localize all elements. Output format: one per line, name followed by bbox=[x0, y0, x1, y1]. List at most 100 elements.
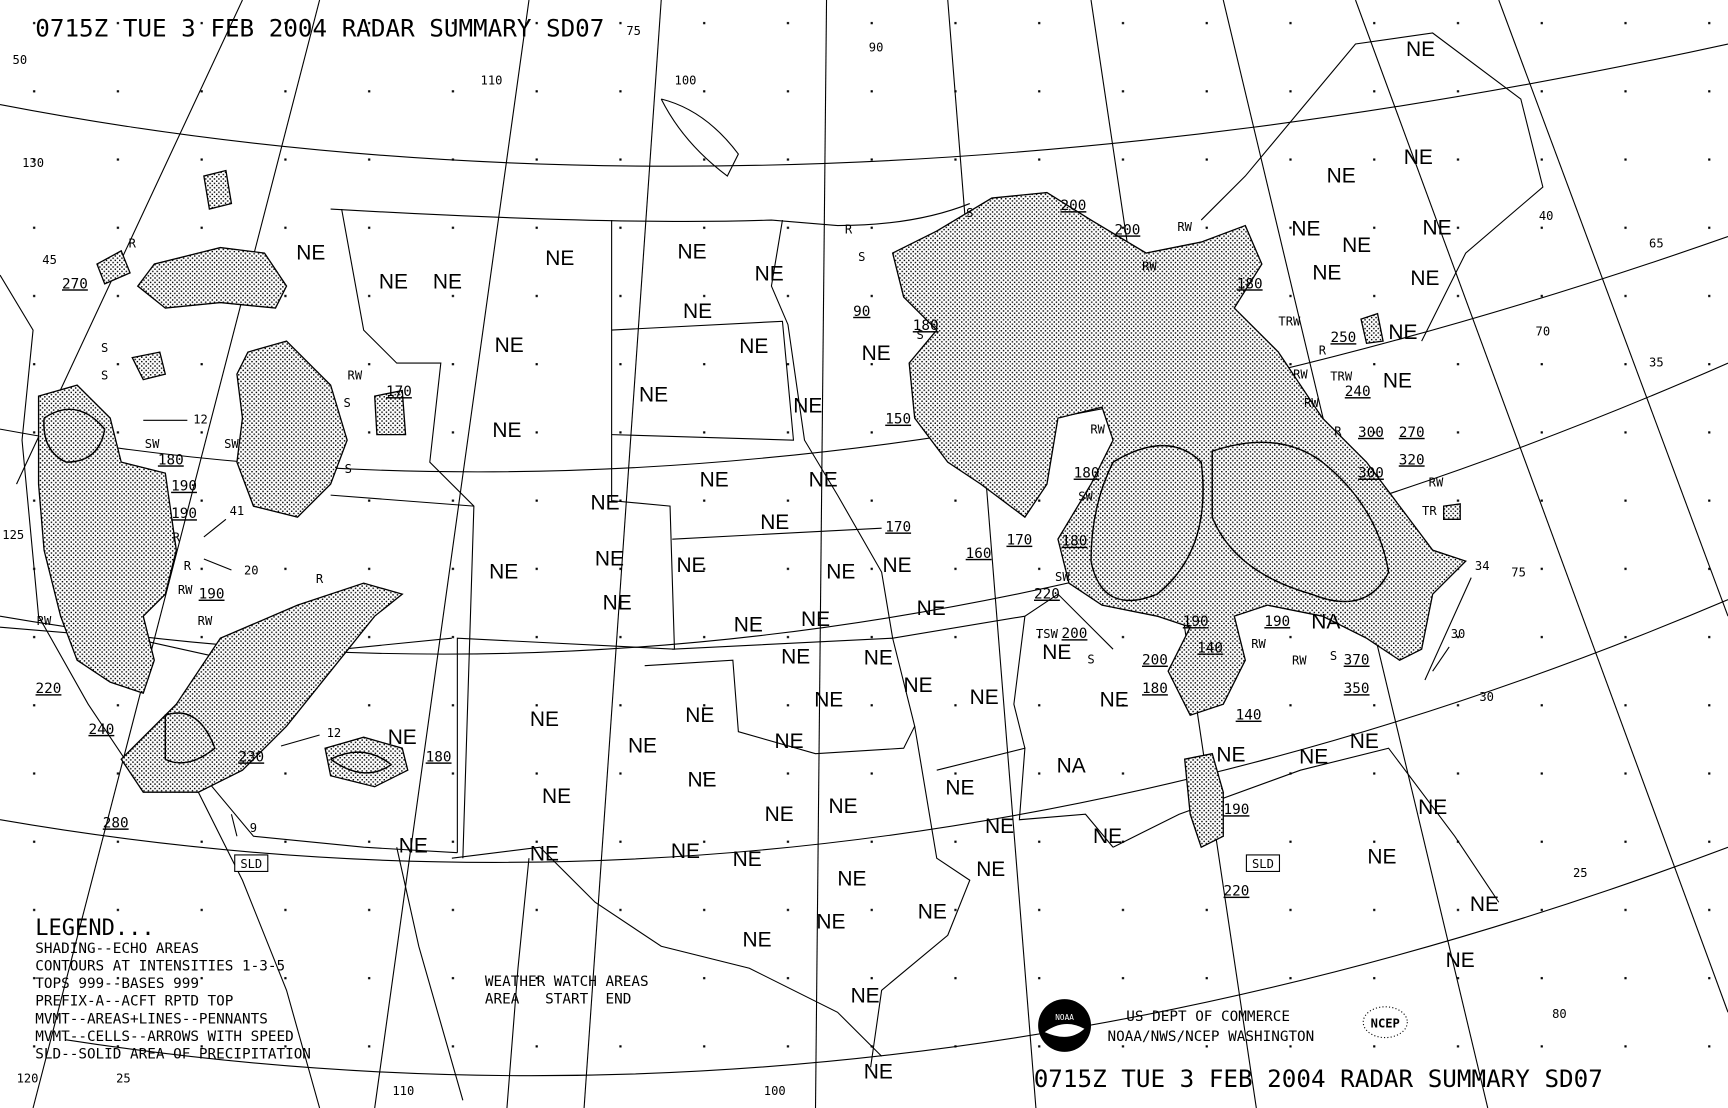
grid-coordinate-label: 100 bbox=[675, 74, 697, 88]
echo-top-label: 200 bbox=[1142, 653, 1168, 669]
area-label: NE bbox=[1404, 146, 1433, 169]
cell-speed-label: 34 bbox=[1475, 559, 1490, 573]
area-label: NE bbox=[816, 911, 845, 934]
precip-type-label: S bbox=[966, 206, 973, 220]
noaa-logo-text: NOAA bbox=[1055, 1013, 1074, 1022]
area-label: NE bbox=[685, 704, 714, 727]
area-label: NE bbox=[433, 270, 462, 293]
grid-coordinate-label: 70 bbox=[1536, 325, 1551, 339]
grid-coordinate-label: 25 bbox=[1573, 866, 1588, 880]
precip-type-label: SW bbox=[145, 437, 160, 451]
movement-arrow bbox=[1432, 646, 1450, 672]
cell-speed-label: 41 bbox=[230, 504, 245, 518]
legend-line: SHADING--ECHO AREAS bbox=[35, 941, 199, 957]
area-label: NE bbox=[1093, 825, 1122, 848]
echo-top-label: 160 bbox=[966, 546, 992, 562]
area-label: NE bbox=[1216, 743, 1245, 766]
precip-type-label: S bbox=[1087, 652, 1094, 666]
area-label: NE bbox=[814, 688, 843, 711]
area-label: NE bbox=[1312, 261, 1341, 284]
area-label: NE bbox=[976, 858, 1005, 881]
area-label: NE bbox=[687, 769, 716, 792]
grid-coordinate-label: 75 bbox=[626, 24, 641, 38]
precip-type-label: S bbox=[101, 369, 108, 383]
grid-coordinate-label: 100 bbox=[764, 1084, 786, 1098]
area-label: NE bbox=[1367, 846, 1396, 869]
grid-coordinate-label: 75 bbox=[1511, 566, 1526, 580]
area-label: NE bbox=[809, 468, 838, 491]
echo-top-label: 180 bbox=[1074, 466, 1100, 482]
area-label: NE bbox=[1383, 369, 1412, 392]
political-borders bbox=[0, 32, 1544, 1108]
credits: NOAA US DEPT OF COMMERCE NOAA/NWS/NCEP W… bbox=[1038, 999, 1408, 1052]
precip-type-label: RW bbox=[1090, 423, 1105, 437]
precip-type-label: RW bbox=[178, 583, 193, 597]
echo-top-label: 140 bbox=[1236, 708, 1262, 724]
precip-type-label: R bbox=[173, 530, 181, 544]
precip-type-label: RW bbox=[1251, 637, 1266, 651]
echo-top-label: 230 bbox=[238, 749, 264, 765]
legend-heading: LEGEND... bbox=[35, 916, 154, 941]
area-label: NE bbox=[760, 511, 789, 534]
area-label: NE bbox=[829, 795, 858, 818]
area-label: NE bbox=[1388, 321, 1417, 344]
cell-speed-label: 12 bbox=[193, 413, 208, 427]
echo-areas bbox=[37, 169, 1467, 849]
echo-top-label: 220 bbox=[36, 681, 62, 697]
precip-type-label: S bbox=[343, 396, 350, 410]
precip-type-label: RW bbox=[1292, 654, 1307, 668]
grid-coordinate-label: 35 bbox=[1649, 355, 1664, 369]
area-label: NE bbox=[734, 614, 763, 637]
echo-top-label: 270 bbox=[62, 276, 88, 292]
ncep-logo-text: NCEP bbox=[1371, 1017, 1400, 1031]
area-label: NE bbox=[743, 928, 772, 951]
area-label: NE bbox=[1406, 38, 1435, 61]
echo-top-label: 190 bbox=[1183, 614, 1209, 630]
echo-top-label: 170 bbox=[885, 519, 911, 535]
precip-type-label: TRW bbox=[1278, 315, 1301, 329]
echo-top-label: 190 bbox=[199, 587, 225, 603]
area-label: NE bbox=[628, 735, 657, 758]
precip-type-label: TSW bbox=[1036, 627, 1059, 641]
area-label: NE bbox=[379, 270, 408, 293]
area-label: NE bbox=[765, 803, 794, 826]
echo-top-label: 300 bbox=[1358, 466, 1384, 482]
echo-top-label: 300 bbox=[1358, 425, 1384, 441]
legend-line: MVMT--CELLS--ARROWS WITH SPEED bbox=[35, 1029, 293, 1045]
area-label: NE bbox=[903, 674, 932, 697]
area-label: NE bbox=[1042, 641, 1071, 664]
area-label: NE bbox=[793, 395, 822, 418]
area-label: NE bbox=[1470, 893, 1499, 916]
precip-type-label: TR bbox=[1422, 504, 1437, 518]
precip-type-label: S bbox=[101, 341, 108, 355]
precip-type-label: R bbox=[184, 559, 192, 573]
echo-top-label: 370 bbox=[1344, 653, 1370, 669]
precip-type-label: S bbox=[345, 462, 352, 476]
grid-coordinate-label: 110 bbox=[481, 74, 503, 88]
movement-arrow bbox=[1424, 577, 1472, 681]
precip-type-label: R bbox=[1319, 343, 1327, 357]
cell-speed-label: 12 bbox=[327, 726, 342, 740]
echo-top-label: 190 bbox=[1264, 614, 1290, 630]
map-title-bottom: 0715Z TUE 3 FEB 2004 RADAR SUMMARY SD07 bbox=[1034, 1065, 1603, 1093]
precip-type-label: R bbox=[129, 237, 137, 251]
area-label: NE bbox=[883, 554, 912, 577]
watch-columns: AREA START END bbox=[485, 991, 631, 1007]
area-label: NE bbox=[739, 335, 768, 358]
precip-type-label: RW bbox=[1177, 220, 1192, 234]
echo-top-label: 320 bbox=[1399, 452, 1425, 468]
legend-line: CONTOURS AT INTENSITIES 1-3-5 bbox=[35, 958, 285, 974]
cell-speed-label: 9 bbox=[250, 821, 257, 835]
area-label: NE bbox=[985, 815, 1014, 838]
area-label: NE bbox=[388, 726, 417, 749]
cell-speed-label: 20 bbox=[244, 563, 259, 577]
grid-coordinate-label: 80 bbox=[1552, 1007, 1567, 1021]
precip-type-label: S bbox=[917, 328, 924, 342]
movement-arrow bbox=[280, 734, 320, 747]
precip-type-label: R bbox=[1334, 425, 1342, 439]
echo-top-label: 220 bbox=[1224, 884, 1250, 900]
sld-box bbox=[1245, 854, 1281, 872]
echo-top-label: 180 bbox=[1062, 534, 1088, 550]
precip-type-label: SW bbox=[1055, 570, 1070, 584]
echo-top-label: 350 bbox=[1344, 681, 1370, 697]
